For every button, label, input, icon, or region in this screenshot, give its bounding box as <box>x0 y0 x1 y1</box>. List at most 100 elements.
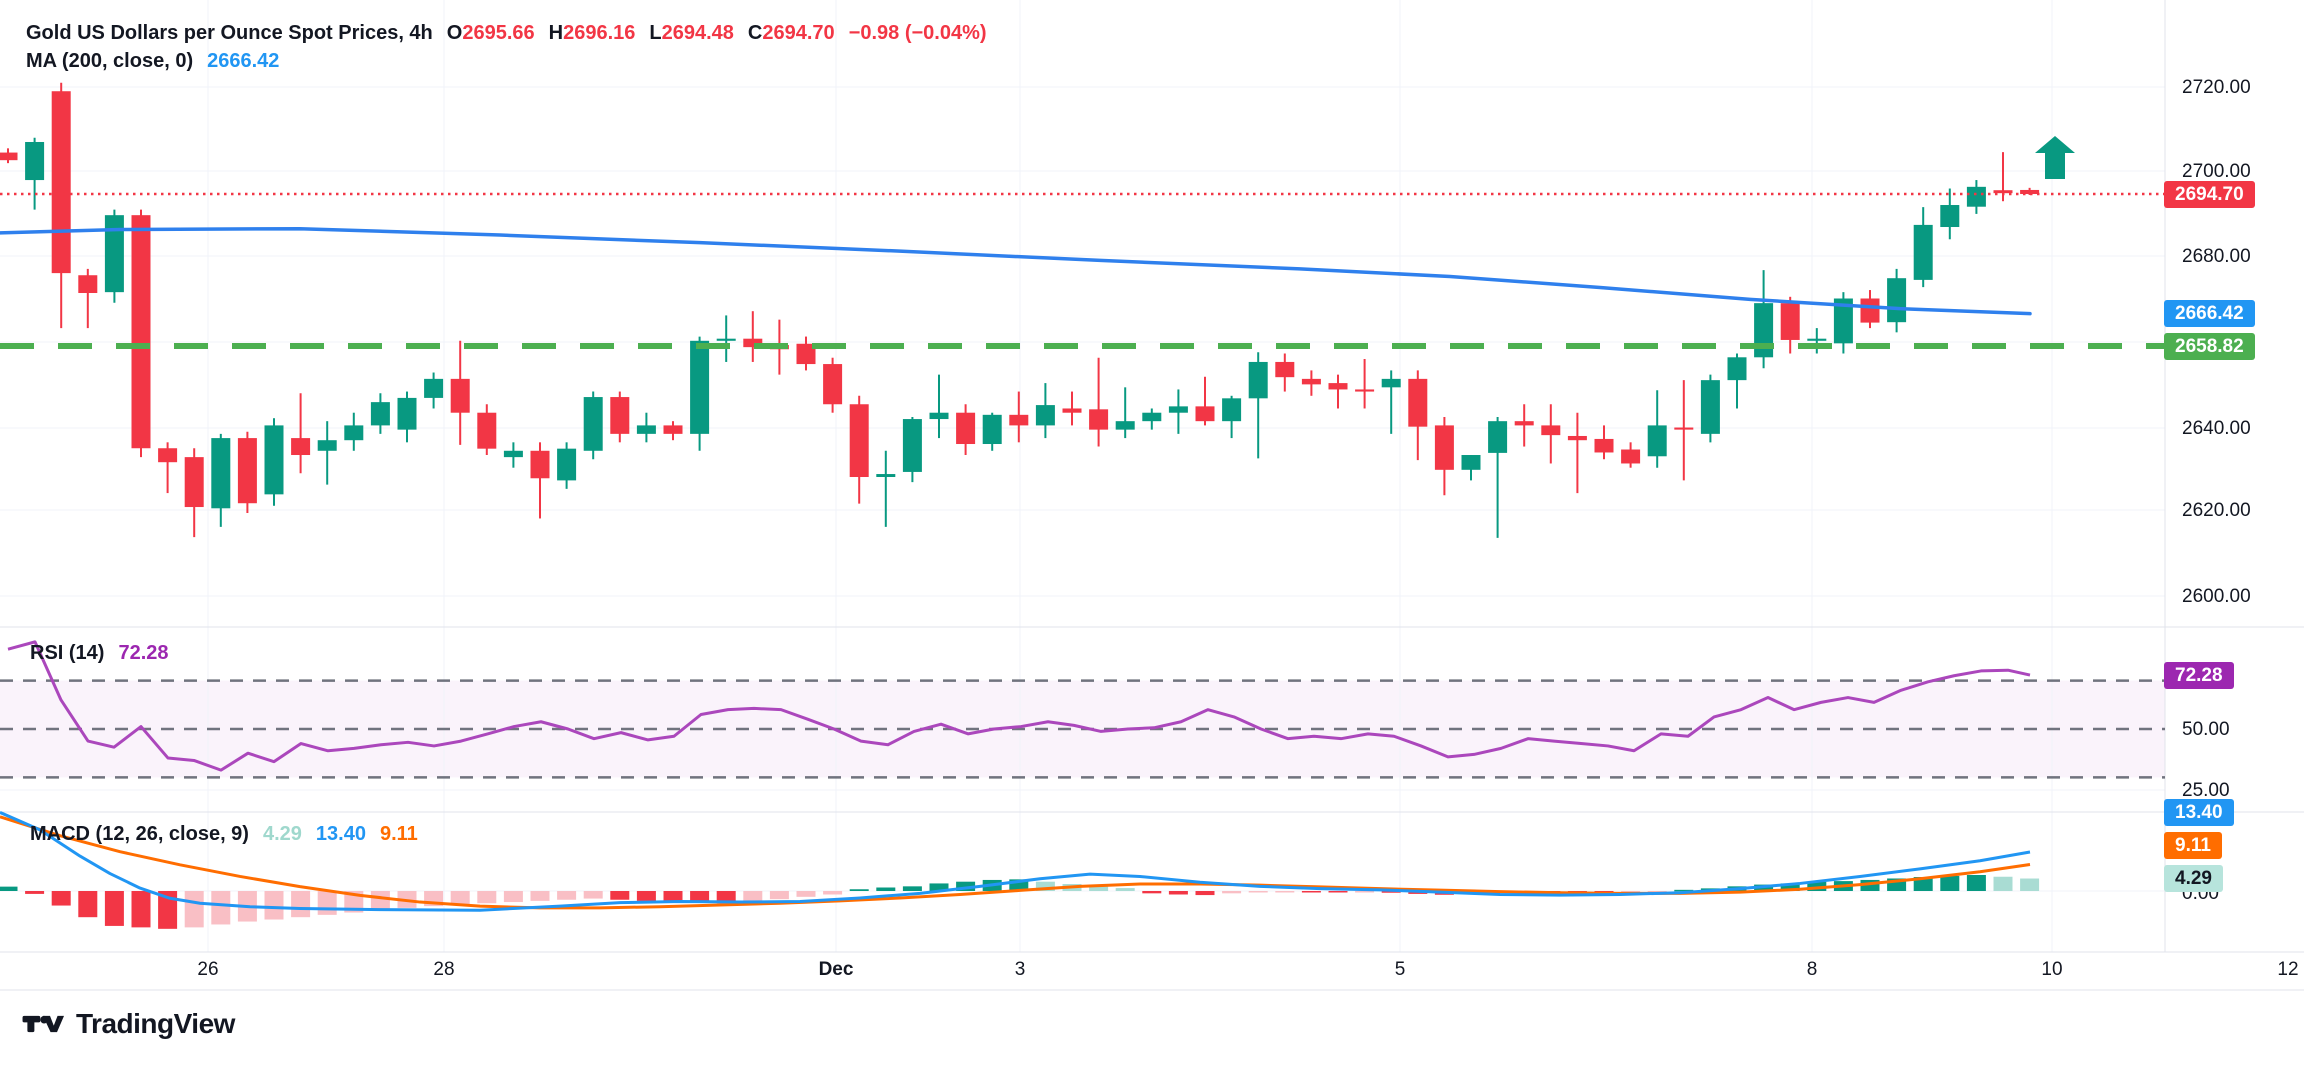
candle-body <box>1860 298 1880 323</box>
candle-body <box>264 425 284 495</box>
candle-body <box>1355 389 1375 392</box>
candle-body <box>1541 425 1561 436</box>
candle-body <box>237 438 257 504</box>
time-tick-label: 12 <box>2277 959 2299 980</box>
macd-histogram-bar <box>477 891 497 904</box>
tradingview-logo-text: TradingView <box>76 1008 235 1039</box>
price-tick-label: 2700.00 <box>2182 161 2251 182</box>
time-tick-label: 28 <box>433 959 455 980</box>
candle-body <box>1461 455 1481 470</box>
candle-body <box>1248 361 1268 399</box>
time-tick-label: 10 <box>2041 959 2063 980</box>
rsi-tick-label: 50.00 <box>2182 719 2230 740</box>
macd-histogram-bar <box>104 891 124 926</box>
time-tick-label: 26 <box>197 959 219 980</box>
price-level-badge: 2658.82 <box>2164 333 2255 360</box>
macd-histogram-bar <box>1301 891 1321 893</box>
candle-body <box>1647 425 1667 457</box>
candle-body <box>0 152 18 161</box>
candle-body <box>1168 406 1188 413</box>
time-tick-label: 5 <box>1394 959 1406 980</box>
symbol-status-line[interactable]: Gold US Dollars per Ounce Spot Prices, 4… <box>26 22 987 45</box>
macd-value-badge: 13.40 <box>2164 799 2234 826</box>
rsi-tick-label: 25.00 <box>2182 780 2230 801</box>
macd-histogram-bar <box>503 891 523 903</box>
price-tick-label: 2600.00 <box>2182 586 2251 607</box>
candle-body <box>1222 398 1242 422</box>
candle-body <box>1035 405 1055 426</box>
price-tick-label: 2720.00 <box>2182 77 2251 98</box>
candle-body <box>104 215 124 293</box>
macd-histogram-bar <box>1674 889 1694 892</box>
macd-histogram-bar <box>1621 891 1641 893</box>
macd-histogram-bar <box>1993 876 2013 891</box>
candle-body <box>25 141 45 181</box>
candle-body <box>1115 421 1135 430</box>
macd-indicator-label: MACD (12, 26, close, 9) <box>30 823 249 845</box>
candle-body <box>51 91 71 274</box>
macd-histogram-bar <box>1780 883 1800 891</box>
candle-body <box>743 338 763 348</box>
macd-status-line[interactable]: MACD (12, 26, close, 9) 4.29 13.40 9.11 <box>30 823 418 846</box>
macd-histogram-bar <box>769 891 789 900</box>
candle-body <box>1301 378 1321 385</box>
candle-body <box>716 338 736 341</box>
candle-body <box>823 364 843 405</box>
macd-histogram-bar <box>1115 888 1135 891</box>
macd-histogram-bar <box>78 891 98 918</box>
macd-histogram-bar <box>1381 891 1401 893</box>
macd-signal-line <box>0 815 2031 910</box>
macd-histogram-bar <box>370 891 390 911</box>
macd-histogram-bar <box>636 891 656 901</box>
macd-histogram-bar <box>158 891 178 929</box>
candle-body <box>370 402 390 426</box>
macd-histogram-bar <box>1355 891 1375 893</box>
macd-histogram-bar <box>610 891 630 900</box>
macd-histogram-bar <box>0 886 18 891</box>
candle-body <box>397 397 417 430</box>
candle-body <box>902 419 922 472</box>
macd-histogram-bar <box>557 891 577 900</box>
macd-histogram-bar <box>929 883 949 891</box>
candle-body <box>158 448 178 463</box>
macd-histogram-bar <box>743 891 763 902</box>
candle-body <box>1381 378 1401 388</box>
candle-body <box>1514 421 1534 426</box>
candle-body <box>663 425 683 434</box>
macd-histogram-bar <box>1142 891 1162 894</box>
ohlc-value: 2694.70 <box>762 22 835 44</box>
ohlc-value: 2695.66 <box>462 22 535 44</box>
candle-body <box>1674 427 1694 430</box>
candle-body <box>1567 435 1587 441</box>
macd-histogram-bar <box>51 891 71 906</box>
candle-body <box>78 275 98 294</box>
candle-body <box>796 343 816 365</box>
macd-histogram-bar <box>450 891 470 905</box>
candle-body <box>1780 303 1800 340</box>
price-tick-label: 2680.00 <box>2182 246 2251 267</box>
candle-body <box>1488 421 1508 453</box>
macd-histogram-bar <box>876 887 896 891</box>
time-tick-label: 8 <box>1806 959 1818 980</box>
macd-histogram-bar <box>1328 891 1348 893</box>
macd-histogram-bar <box>317 891 337 915</box>
candle-body <box>211 438 231 509</box>
chart-plot-area[interactable] <box>0 0 2304 1000</box>
macd-histogram-bar <box>716 891 736 904</box>
candle-body <box>2020 189 2040 195</box>
macd-histogram-bar <box>1089 885 1109 891</box>
ohlc-value: 2696.16 <box>563 22 636 44</box>
tradingview-logo[interactable]: TradingView <box>22 1008 235 1040</box>
macd-histogram-bar <box>663 891 683 903</box>
candle-body <box>929 412 949 420</box>
candle-body <box>1966 186 1986 207</box>
candle-body <box>690 340 710 434</box>
macd-histogram-bar <box>1860 879 1880 891</box>
macd-value-badge: 9.11 <box>2164 832 2222 859</box>
rsi-status-line[interactable]: RSI (14) 72.28 <box>30 642 169 665</box>
macd-histogram-bar <box>291 891 311 918</box>
macd-histogram-bar <box>1248 891 1268 893</box>
ohlc-key: O <box>446 22 463 44</box>
ma-status-line[interactable]: MA (200, close, 0) 2666.42 <box>26 50 279 73</box>
